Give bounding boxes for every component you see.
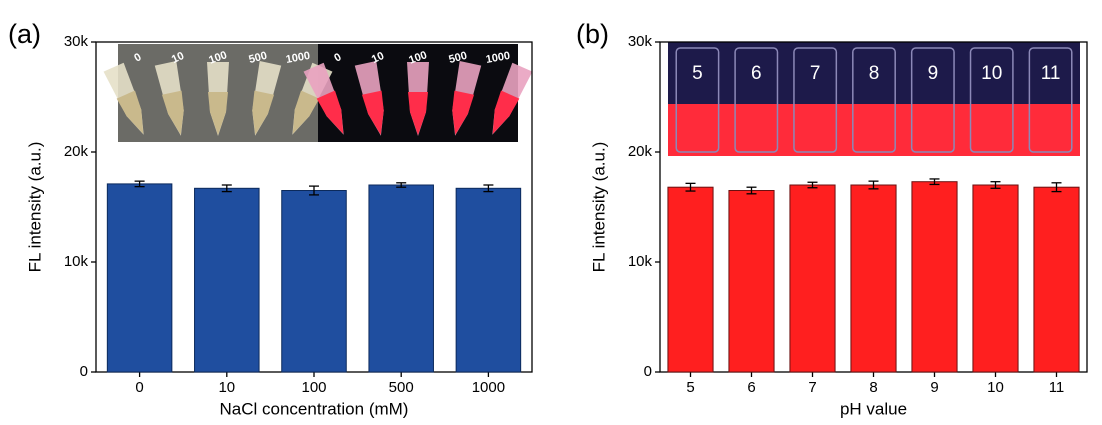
y-tick-label: 20k (64, 143, 89, 160)
inset-label: 9 (928, 63, 939, 84)
y-tick-label: 0 (80, 363, 88, 380)
x-tick-label: 500 (389, 379, 414, 396)
tube-liquid (492, 90, 520, 134)
inset-label: 8 (869, 63, 880, 84)
vial (734, 47, 779, 153)
bar (281, 190, 347, 373)
inset-label: 6 (751, 63, 762, 84)
bar (455, 187, 522, 373)
x-tick-label: 0 (135, 379, 143, 396)
y-axis-title: FL intensity (a.u.) (589, 142, 608, 273)
inset-label: 500 (248, 50, 269, 66)
inset-label: 11 (1041, 63, 1061, 84)
bar (368, 184, 434, 373)
x-tick-label: 6 (747, 379, 755, 396)
inset-label: 1000 (285, 50, 311, 66)
vial (969, 47, 1014, 153)
bar (789, 184, 836, 373)
tube-liquid (452, 90, 475, 135)
inset-label: 100 (207, 49, 228, 67)
y-tick-label: 0 (644, 363, 652, 380)
inset-label: 10 (981, 63, 1002, 84)
vial (852, 47, 896, 153)
y-axis-title: FL intensity (a.u.) (25, 142, 44, 273)
vial (675, 47, 720, 153)
x-tick-label: 10 (218, 379, 235, 396)
bar (850, 184, 897, 373)
tube-liquid (361, 90, 384, 135)
vial (1028, 47, 1073, 153)
y-tick-label: 10k (628, 253, 653, 270)
bar (1033, 186, 1080, 373)
x-tick-label: 11 (1049, 379, 1065, 396)
bar (106, 183, 173, 373)
inset-label: 7 (810, 63, 821, 84)
inset-label: 10 (170, 50, 186, 66)
x-axis-title: NaCl concentration (mM) (220, 399, 409, 418)
x-tick-label: 10 (987, 379, 1004, 396)
vial (793, 47, 838, 153)
tube-liquid (316, 90, 344, 134)
tube-liquid (116, 90, 144, 134)
x-tick-label: 1000 (472, 379, 505, 396)
inset-label: 1000 (485, 50, 511, 66)
inset-label: 0 (332, 51, 343, 64)
x-tick-label: 100 (301, 379, 326, 396)
bar (728, 190, 775, 373)
x-tick-label: 7 (808, 379, 816, 396)
y-tick-label: 20k (628, 143, 653, 160)
bar (667, 186, 714, 373)
tube-liquid (208, 92, 228, 135)
tube-liquid (252, 90, 275, 135)
inset-label: 0 (132, 51, 143, 64)
x-tick-label: 8 (869, 379, 877, 396)
bar (911, 181, 958, 373)
inset-label: 100 (407, 49, 428, 67)
x-tick-label: 5 (686, 379, 694, 396)
y-tick-label: 10k (64, 253, 89, 270)
x-tick-label: 9 (930, 379, 938, 396)
inset-label: 5 (692, 63, 703, 84)
inset-liquid (668, 104, 1080, 156)
x-axis-title: pH value (840, 399, 907, 418)
tube-liquid (292, 90, 320, 134)
tube-liquid (408, 92, 428, 135)
y-tick-label: 30k (628, 33, 653, 50)
panel-label: (b) (576, 19, 609, 49)
tube-liquid (161, 90, 184, 135)
panel-label: (a) (8, 19, 41, 49)
bar (194, 187, 260, 373)
inset-label: 10 (370, 50, 386, 66)
inset-label: 500 (448, 50, 469, 66)
y-tick-label: 30k (64, 33, 89, 50)
bar (972, 184, 1019, 373)
vial (910, 47, 955, 153)
